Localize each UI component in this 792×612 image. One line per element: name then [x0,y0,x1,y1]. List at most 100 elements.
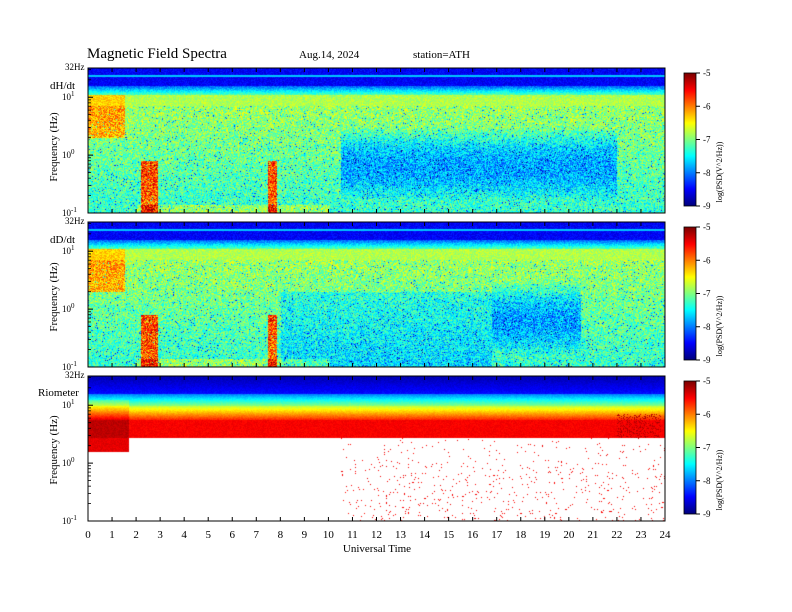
colorbar-label-dhdt: log(PSD(V^2/Hz)) [715,141,724,202]
colorbar-ticks-dddt: -5 -6 -7 -8 -9 [696,222,711,365]
colorbar-tick-label: -9 [703,509,711,519]
y-tick-base: 10 [62,150,72,160]
spectrogram-riometer [88,376,665,521]
x-tick-label: 2 [133,529,139,541]
x-tick-label: 3 [157,529,163,541]
y-tick-label: 101 [62,90,75,102]
panel-riometer: 32Hz Riometer Frequency (Hz) 10110010-1 … [38,370,724,526]
colorbar-tick-label: -8 [703,168,711,178]
y-tick-label: 10-1 [62,360,77,372]
colorbar-tick-label: -7 [703,289,711,299]
x-tick-label: 9 [302,529,308,541]
spectrogram-dddt [88,222,665,367]
x-tick-label: 18 [515,529,527,541]
colorbar-label-riometer: log(PSD(V^2/Hz)) [715,449,724,510]
y-tick-base: 10 [62,246,72,256]
x-tick-label: 20 [563,529,575,541]
station-label: station=ATH [413,49,470,61]
y-tick-base: 10 [62,208,72,218]
x-tick-label: 1 [109,529,115,541]
x-tick-label: 16 [467,529,479,541]
panel-name-dddt: dD/dt [50,234,75,246]
top-label-riometer: 32Hz [65,370,85,380]
colorbar-ticks-dhdt: -5 -6 -7 -8 -9 [696,68,711,211]
y-tick-label: 10-1 [62,514,77,526]
colorbar-dddt [684,227,696,360]
x-ticks-riometer [87,376,666,521]
x-tick-label: 12 [371,529,382,541]
y-tick-exponent: -1 [71,514,77,522]
x-ticks-dhdt [87,68,666,213]
colorbar-tick-label: -8 [703,476,711,486]
x-tick-labels: 0 1 2 3 4 5 6 7 8 9 10 11 12 13 14 15 16 17 18 19 20 21 22 23 24 [85,529,671,541]
y-tick-base: 10 [62,362,72,372]
y-tick-label: 100 [62,148,75,160]
panel-name-riometer: Riometer [38,387,79,399]
spectrogram-dhdt [88,68,665,213]
y-tick-exponent: 0 [71,148,75,156]
colorbar-tick-label: -6 [703,409,711,419]
colorbar-dhdt [684,73,696,206]
x-tick-label: 0 [85,529,91,541]
y-axis-label-riometer: Frequency (Hz) [48,415,60,485]
colorbar-riometer [684,381,696,514]
y-tick-label: 100 [62,302,75,314]
panel-name-dhdt: dH/dt [50,80,75,92]
x-tick-label: 11 [347,529,358,541]
x-tick-label: 10 [323,529,335,541]
x-tick-label: 15 [443,529,455,541]
colorbar-tick-label: -5 [703,222,711,232]
x-tick-label: 6 [230,529,236,541]
x-axis-label: Universal Time [343,543,411,555]
x-tick-label: 13 [395,529,407,541]
colorbar-ticks-riometer: -5 -6 -7 -8 -9 [696,376,711,519]
x-tick-label: 24 [660,529,672,541]
x-tick-label: 19 [539,529,551,541]
colorbar-tick-label: -9 [703,201,711,211]
y-tick-label: 101 [62,398,75,410]
colorbar-tick-label: -9 [703,355,711,365]
y-tick-exponent: 1 [71,398,75,406]
y-tick-base: 10 [62,92,72,102]
x-tick-label: 4 [181,529,187,541]
y-tick-label: 10-1 [62,206,77,218]
x-tick-label: 14 [419,529,431,541]
y-tick-base: 10 [62,516,72,526]
y-axis-label-dddt: Frequency (Hz) [48,262,60,332]
y-axis-label-dhdt: Frequency (Hz) [48,112,60,182]
top-label-dddt: 32Hz [65,216,85,226]
x-tick-label: 17 [491,529,503,541]
y-tick-exponent: 1 [71,244,75,252]
colorbar-tick-label: -7 [703,135,711,145]
x-tick-label: 5 [205,529,211,541]
x-ticks-dddt [87,222,666,367]
x-tick-label: 7 [254,529,260,541]
colorbar-tick-label: -8 [703,322,711,332]
x-tick-label: 23 [635,529,647,541]
colorbar-tick-label: -6 [703,255,711,265]
x-tick-label: 8 [278,529,284,541]
y-tick-base: 10 [62,458,72,468]
colorbar-label-dddt: log(PSD(V^2/Hz)) [715,295,724,356]
y-tick-label: 101 [62,244,75,256]
y-tick-exponent: 0 [71,302,75,310]
y-tick-exponent: -1 [71,360,77,368]
y-tick-exponent: -1 [71,206,77,214]
y-tick-exponent: 1 [71,90,75,98]
figure-title: Magnetic Field Spectra [87,46,227,62]
x-tick-label: 21 [587,529,598,541]
y-tick-label: 100 [62,456,75,468]
date-label: Aug.14, 2024 [299,49,360,61]
y-tick-base: 10 [62,304,72,314]
top-label-dhdt: 32Hz [65,62,85,72]
colorbar-tick-label: -5 [703,376,711,386]
y-tick-base: 10 [62,400,72,410]
colorbar-tick-label: -6 [703,101,711,111]
